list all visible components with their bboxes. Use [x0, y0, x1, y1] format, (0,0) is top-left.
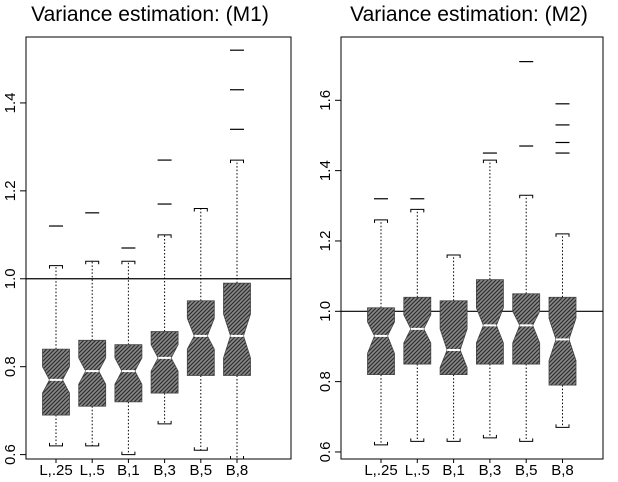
p1-category-label-2: B,1 [117, 462, 140, 479]
p2-box-4 [512, 293, 541, 365]
p2-category-label-4: B,5 [515, 462, 538, 479]
p1-cap-lower-0 [49, 442, 63, 447]
p1-y-tick-label-2: 1.0 [2, 268, 19, 289]
left-chart-title: Variance estimation: (M1) [31, 3, 269, 26]
p1-y-tick-label-4: 1.4 [2, 93, 19, 114]
p1-category-label-4: B,5 [190, 462, 213, 479]
p2-cap-upper-4 [519, 194, 534, 199]
p2-category-label-2: B,1 [442, 462, 465, 479]
p1-category-label-0: L,.25 [39, 462, 72, 479]
p1-box-4 [186, 300, 215, 376]
p1-y-tick-label-0: 0.6 [2, 444, 19, 465]
p2-cap-upper-1 [410, 208, 425, 213]
p2-category-label-3: B,3 [479, 462, 502, 479]
p2-y-tick-label-1: 0.8 [317, 371, 334, 392]
p1-y-tick-label-3: 1.2 [2, 180, 19, 201]
p1-box-5 [223, 282, 251, 376]
p2-box-2 [439, 300, 468, 375]
p2-cap-upper-3 [482, 159, 497, 164]
p1-cap-upper-1 [85, 260, 100, 265]
p1-cap-lower-4 [193, 447, 208, 451]
p1-cap-upper-4 [193, 207, 208, 212]
p1-category-label-3: B,3 [153, 462, 176, 479]
p2-cap-lower-3 [482, 434, 497, 439]
p2-category-label-1: L,.5 [405, 462, 430, 479]
p1-cap-upper-3 [157, 234, 172, 238]
p1-cap-lower-3 [157, 420, 172, 425]
p1-box-2 [114, 344, 143, 403]
p2-y-tick-label-4: 1.4 [317, 160, 334, 181]
p2-cap-lower-5 [555, 424, 570, 428]
p2-y-tick-label-5: 1.6 [317, 90, 334, 111]
p2-cap-lower-0 [374, 441, 388, 446]
p1-plot-frame [25, 36, 292, 460]
p2-category-label-5: B,8 [551, 462, 574, 479]
p1-cap-upper-2 [121, 260, 136, 265]
p2-cap-lower-1 [410, 438, 425, 442]
p1-cap-upper-5 [230, 159, 244, 164]
p2-cap-lower-2 [446, 438, 461, 442]
p1-cap-lower-2 [121, 451, 136, 456]
p1-y-tick-label-1: 0.8 [2, 356, 19, 377]
p2-cap-upper-0 [374, 219, 388, 223]
p2-cap-lower-4 [519, 438, 534, 442]
right-chart-title: Variance estimation: (M2) [350, 3, 588, 26]
p2-box-0 [367, 307, 395, 375]
p1-cap-lower-1 [85, 442, 100, 447]
p2-y-tick-label-0: 0.6 [317, 442, 334, 463]
p1-category-label-5: B,8 [226, 462, 249, 479]
p2-y-tick-label-3: 1.2 [317, 231, 334, 252]
p2-box-5 [548, 296, 577, 386]
p2-category-label-0: L,.25 [364, 462, 397, 479]
p1-box-0 [42, 348, 70, 416]
p2-y-tick-label-2: 1.0 [317, 301, 334, 322]
p2-box-1 [403, 296, 432, 365]
p2-cap-upper-5 [555, 233, 570, 237]
p2-cap-upper-2 [446, 254, 461, 259]
p2-plot-frame [340, 36, 604, 460]
p2-box-3 [476, 279, 504, 365]
p1-box-1 [78, 339, 107, 407]
p1-cap-upper-0 [49, 265, 63, 269]
p1-box-3 [150, 331, 179, 394]
p1-category-label-1: L,.5 [80, 462, 105, 479]
